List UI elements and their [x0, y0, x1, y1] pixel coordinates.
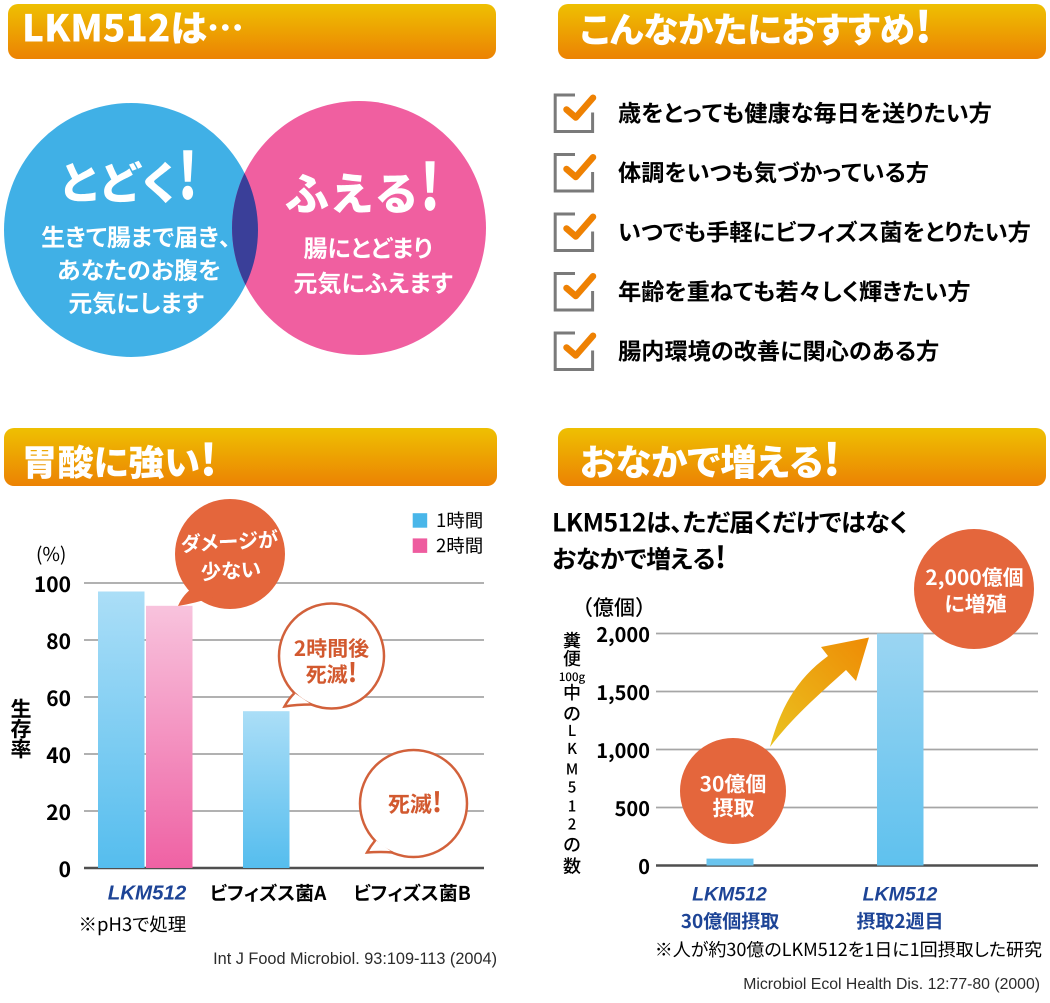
svg-text:Int J Food Microbiol. 93:109-1: Int J Food Microbiol. 93:109-113 (2004): [213, 950, 497, 968]
svg-text:Microbiol Ecol Health Dis. 12:: Microbiol Ecol Health Dis. 12:77-80 (200…: [743, 976, 1040, 993]
svg-text:LKM512: LKM512: [863, 884, 938, 906]
svg-text:LKM512: LKM512: [692, 884, 767, 906]
svg-text:LKM512: LKM512: [108, 882, 187, 905]
